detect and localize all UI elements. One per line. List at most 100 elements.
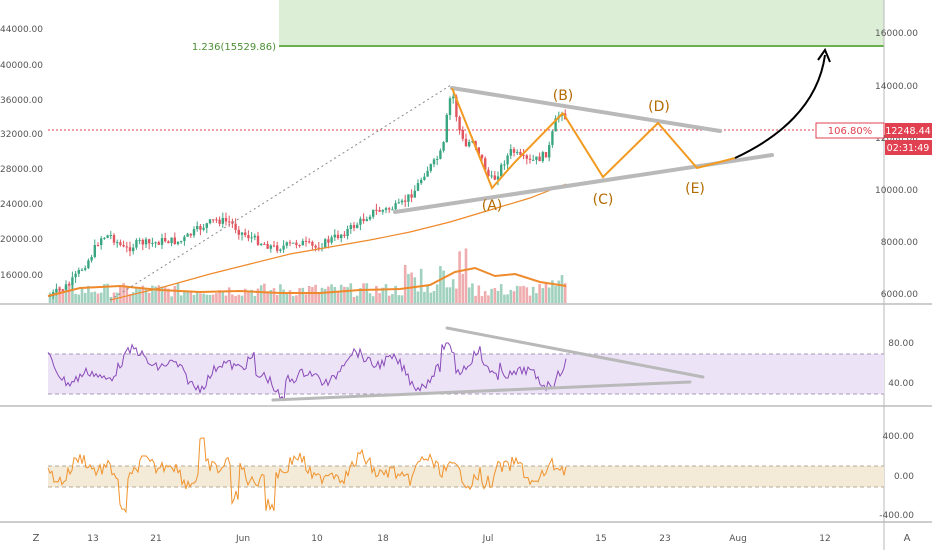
- candle-body: [240, 232, 244, 235]
- candle-body: [525, 155, 528, 159]
- candle-body: [503, 164, 506, 166]
- candle-body: [436, 158, 439, 160]
- candle-body: [420, 179, 423, 184]
- candle-body: [554, 118, 557, 132]
- left-price-axis: 44000.00 40000.00 36000.00 32000.00 28000.00…: [0, 25, 43, 281]
- candle-body: [544, 152, 548, 158]
- volume-bar: [538, 283, 541, 303]
- candle-body: [375, 209, 378, 211]
- candle-body: [522, 154, 525, 156]
- candle-body: [458, 117, 461, 130]
- candle-body: [404, 200, 407, 202]
- candle-body: [141, 239, 144, 245]
- volume-bar: [455, 288, 458, 303]
- candle-body: [452, 96, 455, 99]
- candle-body: [442, 142, 445, 151]
- volume-bar: [64, 286, 68, 303]
- volume-bar: [416, 291, 420, 303]
- candle-body: [362, 218, 365, 222]
- volume-bar: [458, 251, 461, 303]
- volume-bar: [519, 286, 522, 303]
- candle-body: [231, 221, 234, 224]
- candle-body: [109, 235, 112, 237]
- volume-bar: [483, 291, 487, 303]
- candle-body: [519, 151, 522, 155]
- volume-bar: [355, 295, 359, 303]
- volume-bar: [176, 283, 180, 303]
- volume-bar: [557, 280, 561, 303]
- volume-bar: [263, 283, 266, 303]
- volume-bar: [343, 286, 346, 303]
- volume-bar: [535, 293, 538, 303]
- candle-body: [484, 158, 487, 170]
- volume-bar: [122, 283, 125, 303]
- corner-label-left[interactable]: Z: [33, 533, 40, 544]
- candle-body: [324, 239, 327, 248]
- volume-bar: [112, 292, 116, 303]
- time-axis-tick: Jul: [482, 534, 494, 544]
- candle-body: [423, 176, 426, 180]
- oscillator-line: [47, 437, 567, 514]
- volume-bar: [563, 283, 567, 303]
- projection-arrow: [734, 54, 826, 159]
- volume-bar: [61, 288, 65, 303]
- volume-bar: [179, 295, 183, 303]
- candle-body: [413, 190, 416, 198]
- candle-body: [192, 229, 196, 236]
- volume-bar: [83, 292, 87, 303]
- time-axis-tick: 15: [595, 534, 606, 544]
- volume-bar: [211, 294, 215, 303]
- volume-bar: [275, 294, 279, 303]
- candle-body: [538, 156, 541, 162]
- volume-bar: [426, 285, 429, 303]
- candle-body: [426, 170, 429, 177]
- candle-body: [384, 208, 388, 211]
- volume-bar: [243, 288, 247, 303]
- candle-body: [160, 238, 164, 245]
- volume-bar: [307, 285, 311, 303]
- candle-body: [445, 114, 448, 143]
- volume-bar: [58, 286, 61, 303]
- candle-body: [340, 234, 343, 239]
- candle-body: [250, 237, 253, 239]
- candle-body: [132, 247, 135, 252]
- volume-bar: [429, 292, 433, 303]
- countdown-tag-text: 02:31:49: [887, 143, 930, 154]
- volume-bar: [391, 294, 394, 303]
- right-axis-tick: 16000.00: [875, 29, 918, 39]
- candle-body: [311, 241, 314, 246]
- right-axis-tick: 8000.00: [881, 238, 918, 248]
- candle-body: [394, 203, 397, 210]
- left-axis-tick: 20000.00: [0, 235, 43, 245]
- candle-body: [199, 226, 202, 230]
- volume-bar: [80, 287, 84, 303]
- candle-body: [116, 242, 119, 244]
- candle-body: [356, 224, 359, 228]
- time-axis-tick: 13: [87, 534, 98, 544]
- candle-body: [295, 242, 298, 246]
- volume-bar: [128, 294, 132, 303]
- volume-bar: [400, 295, 404, 303]
- rsi-axis: 80.00 40.00: [888, 339, 914, 389]
- candle-body: [368, 216, 372, 220]
- candle-body: [128, 247, 132, 252]
- candle-body: [196, 226, 199, 230]
- volume-bar: [471, 283, 474, 303]
- volume-bar: [464, 248, 468, 303]
- volume-bar: [435, 284, 439, 303]
- candle-body: [292, 242, 295, 244]
- price-tag: [885, 123, 932, 138]
- wave-label-a: (A): [482, 198, 503, 214]
- volume-bar: [135, 287, 138, 303]
- candle-body: [330, 237, 333, 243]
- candle-body: [535, 156, 538, 160]
- wave-label-d: (D): [648, 99, 670, 115]
- volume-bar: [167, 288, 170, 303]
- corner-label-right[interactable]: A: [904, 533, 911, 544]
- candle-body: [244, 232, 247, 236]
- candle-body: [381, 210, 384, 212]
- volume-bar: [298, 288, 301, 303]
- volume-bar: [381, 287, 385, 303]
- candle-body: [349, 225, 352, 229]
